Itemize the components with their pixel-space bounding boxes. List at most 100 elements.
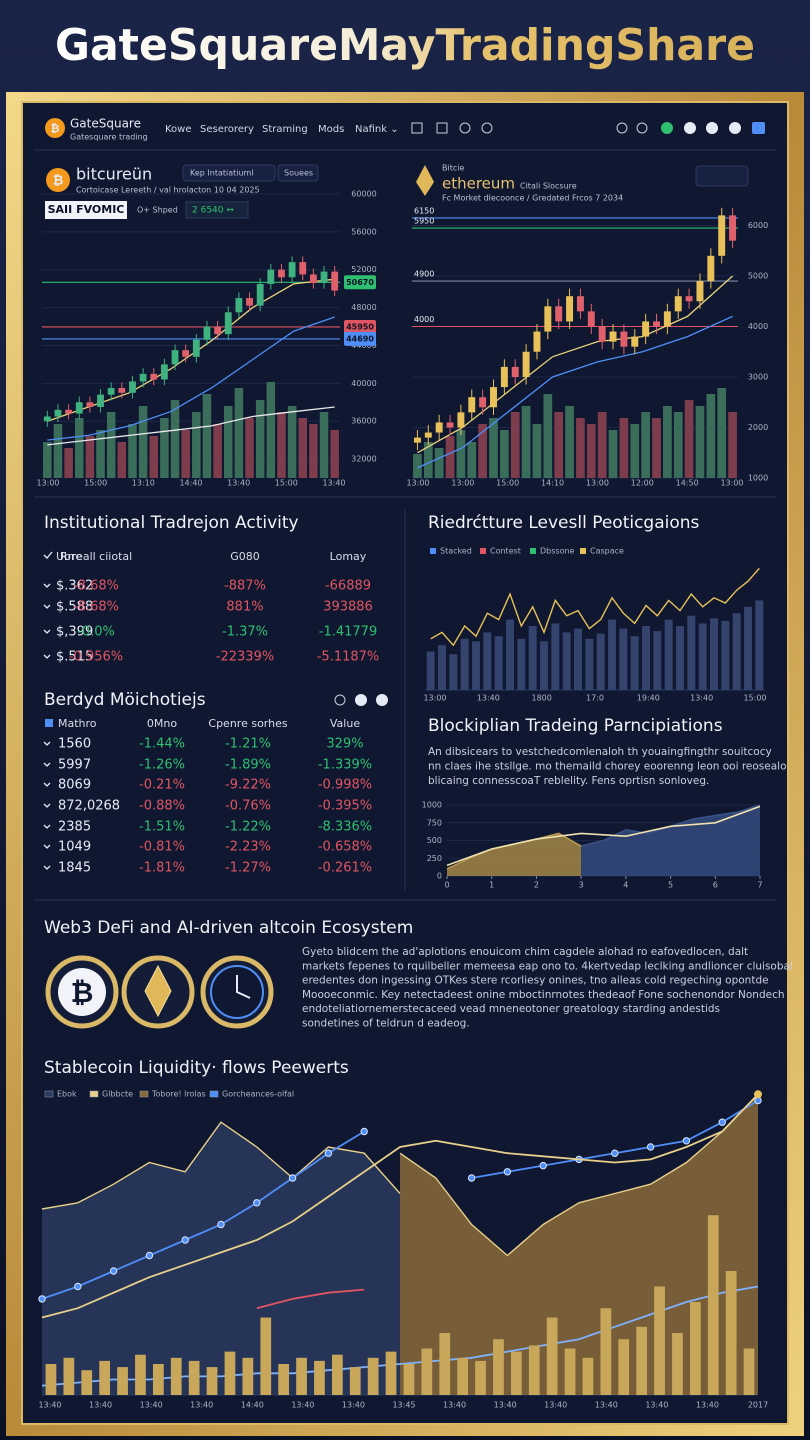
legend-swatch: [580, 548, 586, 554]
bar: [457, 1357, 469, 1395]
y-tick-label: 5000: [748, 272, 768, 281]
legend-swatch: [480, 548, 486, 554]
bar: [117, 1367, 128, 1395]
icon[interactable]: [616, 122, 628, 134]
icon[interactable]: [376, 694, 388, 706]
dot: [718, 1118, 726, 1126]
icon[interactable]: [706, 122, 718, 134]
icon[interactable]: [355, 694, 367, 706]
volume-bar: [565, 406, 574, 478]
candle-body: [631, 336, 639, 347]
dot: [503, 1168, 512, 1176]
volume-bar: [74, 418, 84, 478]
tool-box[interactable]: [695, 165, 749, 187]
candle-body: [278, 269, 285, 278]
table-header: Rrreall ciiotal: [60, 550, 132, 563]
table-cell: 5997: [58, 758, 91, 773]
nav-link[interactable]: Kowe: [165, 124, 192, 135]
volume-bar: [663, 406, 672, 478]
bar: [687, 615, 696, 690]
area-fill: [447, 833, 582, 876]
nav-link[interactable]: Mods: [318, 124, 344, 135]
volume-bar: [117, 442, 127, 478]
icon[interactable]: [459, 122, 471, 134]
candle-body: [43, 416, 51, 422]
icon[interactable]: [752, 122, 765, 134]
table-cell: -1.89%: [225, 758, 271, 773]
speed: O+ Shped: [137, 206, 178, 215]
candle-body: [609, 331, 617, 342]
volume-bar: [586, 424, 596, 478]
table-cell: 329%: [326, 737, 363, 752]
bar: [493, 1339, 504, 1395]
pill-label[interactable]: Kep Intatiatiuml: [190, 169, 254, 178]
x-tick-label: 13:40: [595, 1401, 618, 1410]
icon[interactable]: [661, 122, 673, 134]
legend-label: Dbssone: [540, 547, 575, 556]
nav-link[interactable]: Straming: [262, 124, 308, 135]
volume-bar: [192, 412, 201, 478]
nav-link[interactable]: Seserorery: [200, 124, 254, 135]
chevron: [43, 782, 51, 787]
icon[interactable]: [636, 122, 648, 134]
table-cell: -1.339%: [318, 758, 372, 773]
legend-label: Ebok: [57, 1090, 77, 1099]
volume-bar: [330, 430, 339, 478]
bar: [460, 638, 469, 690]
eth-diamond: [144, 964, 172, 1018]
x-tick-label: 5: [668, 881, 673, 890]
bar: [630, 636, 639, 690]
pill-label[interactable]: Souees: [284, 169, 313, 178]
volume-bar: [149, 436, 159, 478]
icon[interactable]: [334, 694, 346, 706]
x-tick-label: 2: [534, 881, 539, 890]
line: [446, 805, 761, 867]
dot: [217, 1220, 225, 1229]
y-tick-label: 500: [427, 836, 442, 845]
icon[interactable]: [436, 122, 448, 134]
dot: [74, 1282, 82, 1291]
change: 2 6540 ↔: [192, 206, 234, 216]
table-cell: -0.21%: [139, 778, 185, 793]
bar: [528, 626, 537, 690]
x-tick-label: 0: [444, 881, 449, 890]
table-cell: -0.88%: [139, 799, 185, 814]
x-tick-label: 13:40: [190, 1401, 213, 1410]
table-header: G080: [230, 550, 260, 563]
bar: [170, 1357, 182, 1395]
bar: [483, 632, 492, 690]
section-title: Blockiplian Tradeing Parncipiations: [428, 716, 723, 736]
btc-name: bitcureün: [76, 165, 152, 184]
icon[interactable]: [411, 122, 423, 134]
icon[interactable]: [481, 122, 493, 134]
icon[interactable]: [729, 122, 741, 134]
dot: [646, 1143, 655, 1151]
pill[interactable]: [182, 164, 276, 182]
table-cell: 1049: [58, 840, 91, 855]
icon[interactable]: [684, 122, 696, 134]
table-cell: -0.658%: [318, 840, 372, 855]
bar: [206, 1367, 218, 1395]
x-tick-label: 13:40: [322, 479, 345, 488]
bar: [664, 619, 673, 690]
dot: [324, 1149, 333, 1157]
bar: [278, 1364, 290, 1395]
bar: [600, 1308, 612, 1395]
bar: [421, 1348, 433, 1395]
nav-link[interactable]: Nafink ⌄: [355, 124, 399, 135]
level-label: 44690: [346, 334, 374, 343]
volume-bar: [630, 424, 640, 478]
y-tick-label: 40000: [351, 379, 376, 388]
chevron: [43, 803, 51, 808]
paragraph-line: An dibsicears to vestchedcomlenaloh th y…: [428, 746, 772, 758]
section-title: Berdyd Möichotiejs: [44, 690, 206, 710]
volume-bar: [160, 418, 169, 478]
bar: [152, 1364, 164, 1395]
table-cell: -1.81%: [139, 861, 185, 876]
bar: [636, 1326, 648, 1395]
table-cell: 8069: [58, 778, 91, 793]
section-title: Institutional Tradrejon Activity: [44, 513, 299, 533]
candle-body: [598, 326, 606, 342]
pill[interactable]: [277, 164, 319, 182]
bar: [710, 618, 718, 690]
